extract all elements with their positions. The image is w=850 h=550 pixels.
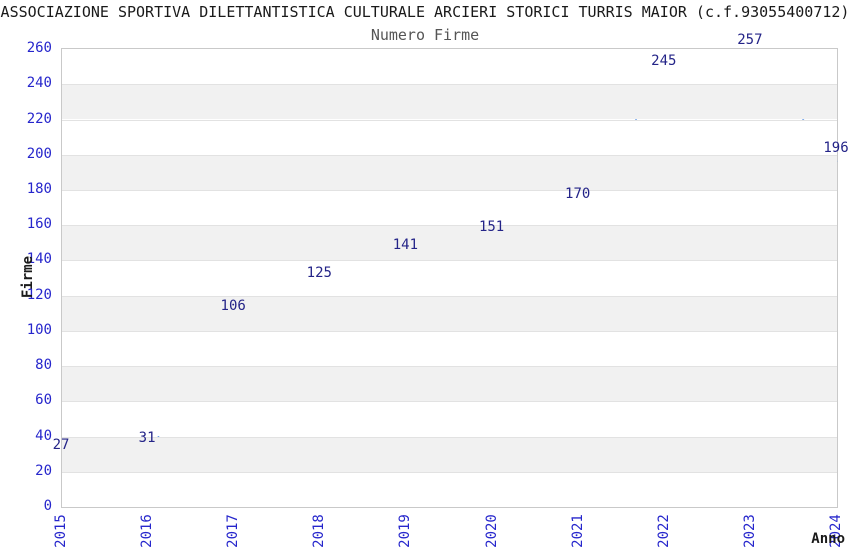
chart-title: ASSOCIAZIONE SPORTIVA DILETTANTISTICA CU… — [0, 3, 850, 21]
data-point-label: 106 — [220, 298, 246, 315]
plot-band — [62, 330, 837, 366]
gridline — [62, 225, 837, 227]
plot-band — [62, 189, 837, 226]
x-tick-label: 2015 — [53, 514, 69, 548]
x-tick-label: 2019 — [397, 514, 414, 548]
plot-band — [62, 401, 837, 437]
gridline — [62, 295, 837, 297]
y-tick-label: 220 — [26, 110, 52, 127]
gridline — [62, 401, 837, 403]
plot-band — [62, 154, 837, 190]
x-tick-label: 2023 — [741, 514, 758, 548]
x-tick-label: 2018 — [311, 514, 328, 548]
data-point-label: 245 — [651, 53, 677, 70]
gridline — [62, 436, 837, 438]
data-point-label: 141 — [392, 236, 419, 253]
y-tick-label: 240 — [26, 75, 52, 92]
data-point-label: 196 — [823, 139, 849, 156]
x-tick-label: 2017 — [225, 514, 242, 548]
gridline — [62, 471, 837, 473]
chart-subtitle: Numero Firme — [370, 26, 480, 44]
plot-band — [62, 436, 837, 472]
y-tick-label: 80 — [35, 357, 52, 374]
data-point-label: 151 — [478, 219, 505, 235]
y-tick-label: 260 — [26, 40, 52, 56]
gridline — [62, 330, 837, 332]
y-tick-label: 20 — [35, 462, 52, 479]
plot-band — [62, 225, 837, 261]
gridline — [62, 189, 837, 191]
plot-band — [62, 260, 837, 296]
y-tick-label: 140 — [26, 251, 52, 268]
y-tick-label: 100 — [26, 321, 52, 338]
gridline — [62, 119, 837, 121]
y-tick-label: 60 — [35, 392, 52, 409]
plot-band — [62, 295, 837, 331]
y-tick-label: 200 — [26, 145, 52, 162]
plot-band — [62, 471, 837, 507]
data-point-label: 27 — [52, 437, 70, 454]
plot-area — [61, 48, 838, 508]
gridline — [62, 154, 837, 156]
gridline — [62, 366, 837, 368]
y-tick-label: 40 — [35, 427, 52, 444]
y-axis-label: Firme — [20, 255, 36, 299]
plot-band — [62, 119, 837, 155]
plot-band — [62, 366, 837, 402]
x-tick-label: 2016 — [139, 514, 156, 548]
x-tick-label: 2020 — [483, 514, 500, 548]
plot-band — [62, 84, 837, 120]
x-tick-label: 2021 — [569, 514, 586, 548]
y-tick-label: 120 — [26, 286, 52, 303]
x-tick-label: 2022 — [655, 514, 672, 548]
plot-band — [62, 49, 837, 85]
data-point-label: 125 — [306, 264, 332, 281]
gridline — [62, 260, 837, 262]
y-tick-label: 180 — [26, 180, 52, 197]
y-tick-label: 0 — [43, 498, 52, 514]
data-point-label: 31 — [138, 430, 156, 447]
gridline — [62, 84, 837, 86]
x-axis-label: Anno — [811, 531, 845, 547]
data-point-label: 257 — [737, 32, 763, 49]
data-point-label: 170 — [565, 185, 591, 202]
y-tick-label: 160 — [26, 216, 52, 233]
